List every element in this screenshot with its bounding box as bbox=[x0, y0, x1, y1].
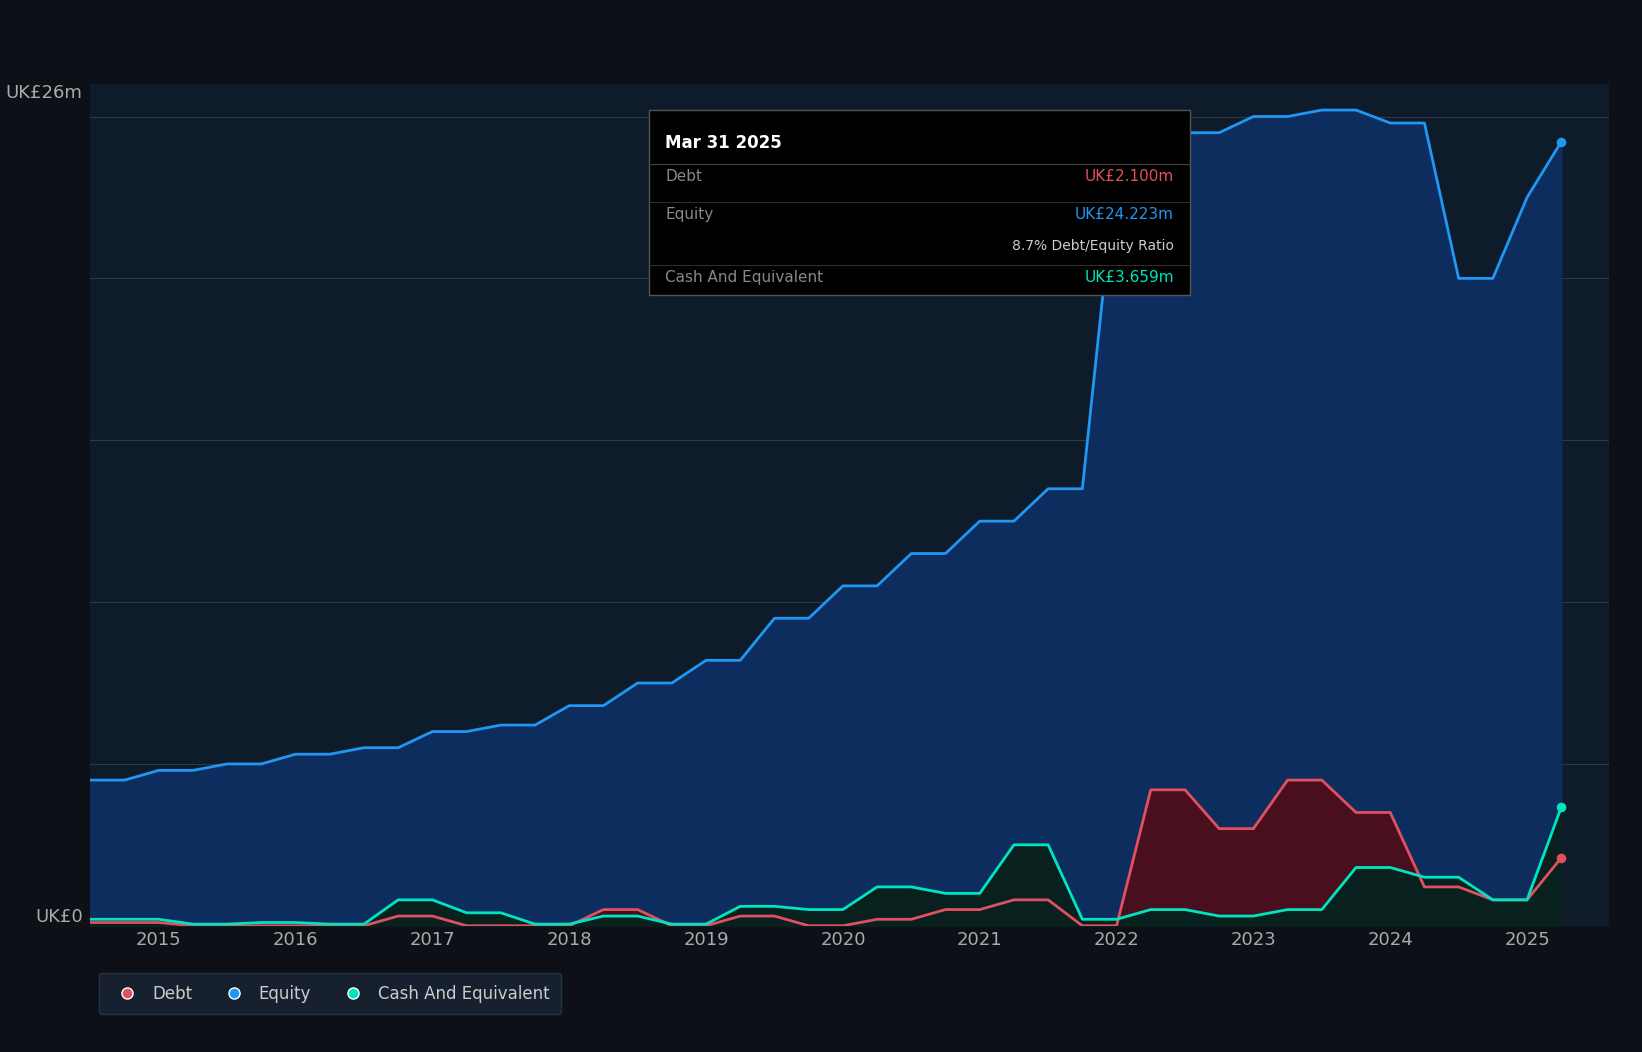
Text: Mar 31 2025: Mar 31 2025 bbox=[665, 134, 782, 151]
Text: UK£24.223m: UK£24.223m bbox=[1076, 207, 1174, 222]
Legend: Debt, Equity, Cash And Equivalent: Debt, Equity, Cash And Equivalent bbox=[99, 973, 562, 1014]
Text: UK£0: UK£0 bbox=[34, 908, 82, 926]
Point bbox=[1548, 134, 1575, 150]
Point bbox=[1548, 849, 1575, 866]
Text: Equity: Equity bbox=[665, 207, 713, 222]
Point bbox=[1548, 798, 1575, 815]
Text: UK£3.659m: UK£3.659m bbox=[1084, 270, 1174, 285]
Text: 8.7% Debt/Equity Ratio: 8.7% Debt/Equity Ratio bbox=[1011, 239, 1174, 252]
Bar bbox=[649, 110, 1190, 295]
Text: Cash And Equivalent: Cash And Equivalent bbox=[665, 270, 823, 285]
Text: UK£2.100m: UK£2.100m bbox=[1085, 169, 1174, 184]
Text: Debt: Debt bbox=[665, 169, 703, 184]
Text: UK£26m: UK£26m bbox=[7, 84, 82, 102]
